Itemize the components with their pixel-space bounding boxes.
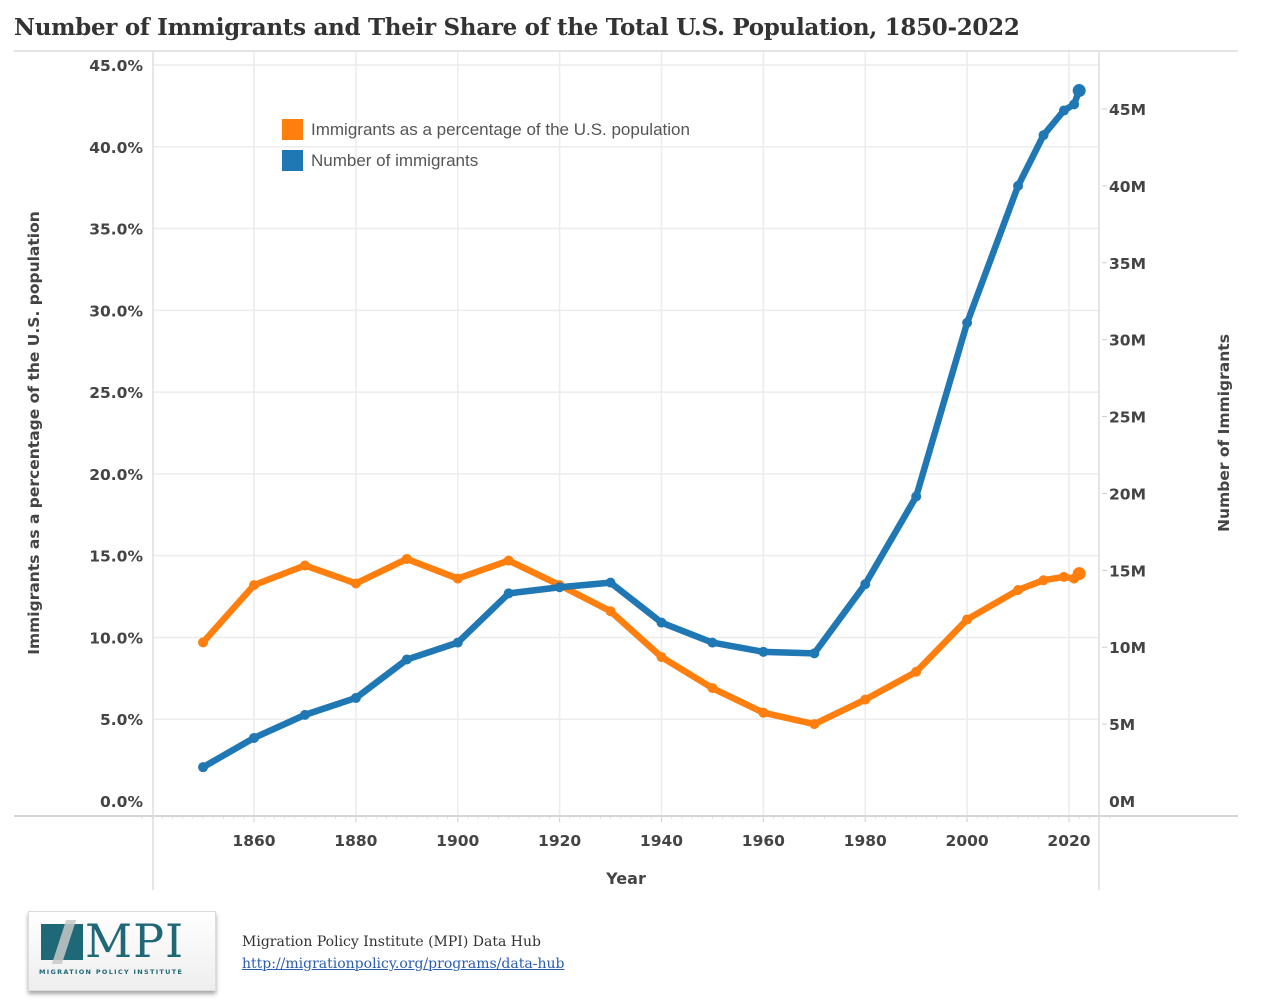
data-point-percentage[interactable]: [860, 694, 871, 705]
y2-tick-label: 20M: [1109, 485, 1146, 503]
legend-item-percentage[interactable]: Immigrants as a percentage of the U.S. p…: [282, 114, 690, 145]
y2-tick-label: 0M: [1109, 793, 1135, 811]
x-tick-label: 2020: [1047, 832, 1090, 850]
y-tick-label: 25.0%: [89, 384, 143, 402]
data-point-percentage[interactable]: [1058, 571, 1069, 582]
data-point-number[interactable]: [1058, 105, 1069, 116]
data-point-number[interactable]: [605, 577, 616, 588]
data-point-percentage[interactable]: [1072, 567, 1086, 581]
data-point-percentage[interactable]: [1038, 575, 1049, 586]
x-tick-label: 1900: [436, 832, 479, 850]
y-tick-label: 10.0%: [89, 629, 143, 647]
y2-axis-title: Number of Immigrants: [1215, 334, 1233, 532]
mpi-logo-text: MPI: [85, 914, 185, 968]
data-point-percentage[interactable]: [809, 719, 820, 730]
data-point-number[interactable]: [198, 762, 209, 773]
grid: [14, 50, 1238, 816]
source-name: Migration Policy Institute (MPI) Data Hu…: [242, 934, 541, 950]
x-tick-label: 1980: [844, 832, 887, 850]
data-point-percentage[interactable]: [452, 573, 463, 584]
y2-tick-label: 40M: [1109, 178, 1146, 196]
data-point-percentage[interactable]: [350, 578, 361, 589]
data-point-number[interactable]: [350, 692, 361, 703]
x-tick-label: 1960: [742, 832, 785, 850]
data-point-percentage[interactable]: [962, 614, 973, 625]
data-point-percentage[interactable]: [656, 652, 667, 663]
data-point-number[interactable]: [809, 648, 820, 659]
data-point-number[interactable]: [1069, 99, 1080, 110]
data-point-percentage[interactable]: [249, 580, 259, 591]
data-point-number[interactable]: [503, 588, 514, 599]
x-tick-label: 2000: [946, 832, 989, 850]
data-point-number[interactable]: [299, 709, 310, 720]
series-layer: [198, 84, 1086, 773]
data-point-number[interactable]: [554, 582, 565, 593]
data-point-number[interactable]: [401, 654, 412, 665]
axes: 0.0% 5.0% 10.0% 15.0% 20.0% 25.0% 30.0% 35.0% 40…: [14, 52, 1238, 890]
data-point-number[interactable]: [1038, 130, 1049, 141]
series-line-number: [199, 87, 1083, 771]
data-point-percentage[interactable]: [198, 637, 209, 648]
data-point-number[interactable]: [962, 317, 973, 328]
data-point-number[interactable]: [860, 579, 871, 590]
y-tick-label: 20.0%: [89, 466, 143, 484]
y2-tick-label: 5M: [1109, 716, 1135, 734]
y-tick-label: 45.0%: [89, 57, 143, 75]
mpi-logo-subtext: MIGRATION POLICY INSTITUTE: [39, 968, 184, 976]
data-point-percentage[interactable]: [911, 666, 922, 677]
data-point-number[interactable]: [1013, 180, 1024, 191]
y-tick-label: 15.0%: [89, 548, 143, 566]
chart-title: Number of Immigrants and Their Share of …: [14, 14, 1020, 41]
legend-label-percentage: Immigrants as a percentage of the U.S. p…: [311, 119, 690, 139]
data-point-percentage[interactable]: [707, 683, 718, 694]
data-point-percentage[interactable]: [1013, 585, 1024, 596]
data-point-number[interactable]: [911, 491, 922, 502]
data-point-number[interactable]: [452, 637, 463, 648]
y2-tick-label: 35M: [1109, 255, 1146, 273]
data-point-percentage[interactable]: [401, 553, 412, 564]
series-line-percentage: [199, 555, 1083, 728]
y-tick-label: 30.0%: [89, 302, 143, 320]
y-tick-label: 0.0%: [100, 793, 143, 811]
x-tick-label: 1940: [640, 832, 683, 850]
legend-swatch-number: [282, 150, 303, 171]
y2-tick-label: 30M: [1109, 332, 1146, 350]
source-link[interactable]: http://migrationpolicy.org/programs/data…: [242, 956, 565, 972]
y2-tick-label: 15M: [1109, 562, 1146, 580]
data-point-percentage[interactable]: [299, 560, 310, 571]
data-point-number[interactable]: [1072, 84, 1086, 98]
y2-tick-label: 45M: [1109, 101, 1146, 119]
data-point-number[interactable]: [249, 732, 259, 743]
y2-tick-label: 10M: [1109, 639, 1146, 657]
data-point-percentage[interactable]: [503, 555, 514, 566]
x-tick-label: 1920: [538, 832, 581, 850]
x-axis-title: Year: [605, 869, 646, 888]
y-tick-label: 40.0%: [89, 139, 143, 157]
mpi-logo: MPI MIGRATION POLICY INSTITUTE: [28, 911, 216, 991]
legend-item-number[interactable]: Number of immigrants: [282, 145, 690, 176]
data-point-number[interactable]: [707, 637, 718, 648]
data-point-percentage[interactable]: [758, 707, 769, 718]
y2-tick-label: 25M: [1109, 409, 1146, 427]
mpi-logo-mark-icon: [41, 924, 83, 960]
x-tick-label: 1860: [232, 832, 275, 850]
legend: Immigrants as a percentage of the U.S. p…: [282, 114, 690, 176]
y-tick-label: 35.0%: [89, 221, 143, 239]
y-axis-title: Immigrants as a percentage of the U.S. p…: [25, 211, 43, 655]
y-tick-label: 5.0%: [100, 711, 143, 729]
data-point-number[interactable]: [758, 646, 769, 657]
data-point-number[interactable]: [656, 617, 667, 628]
legend-swatch-percentage: [282, 119, 303, 140]
data-point-percentage[interactable]: [605, 606, 616, 617]
legend-label-number: Number of immigrants: [311, 150, 479, 170]
x-tick-label: 1880: [334, 832, 377, 850]
